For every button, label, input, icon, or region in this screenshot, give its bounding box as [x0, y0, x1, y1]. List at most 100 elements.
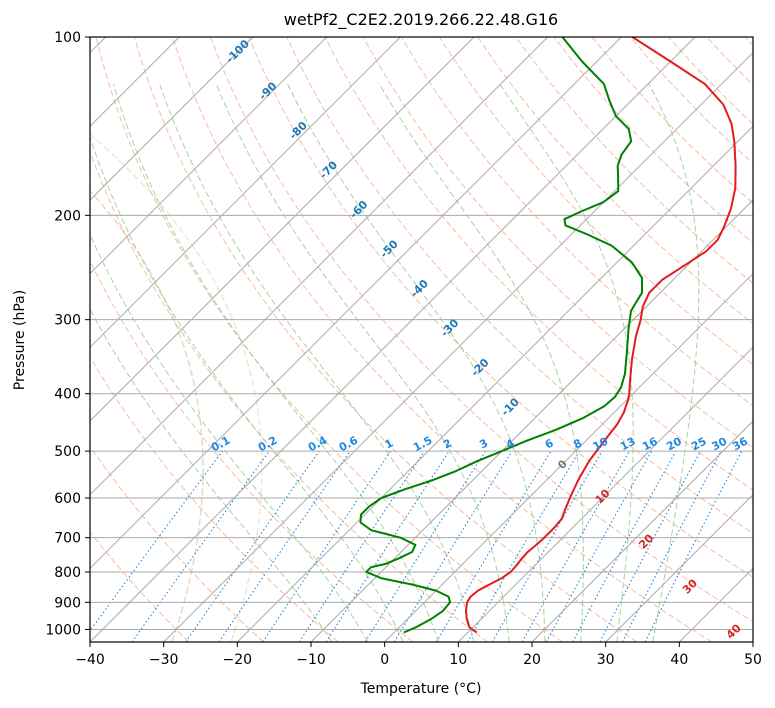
mixing-ratio-line	[572, 450, 677, 642]
isotherm-line	[90, 37, 696, 642]
dry-adiabat-label: -50	[378, 237, 401, 260]
dry-adiabat-line	[90, 445, 264, 642]
moist-adiabat-line	[90, 308, 333, 642]
dry-adiabat-line	[438, 37, 753, 366]
dry-adiabat-label: 10	[593, 486, 613, 506]
mixing-ratio-line	[644, 450, 743, 642]
mixing-ratio-line	[545, 450, 653, 642]
isotherm-line	[90, 37, 254, 201]
x-tick-label: −30	[149, 652, 179, 668]
mixing-ratio-label: 13	[618, 435, 638, 454]
moist-adiabat-line	[90, 135, 404, 642]
dry-adiabat-line	[210, 37, 753, 623]
mixing-ratio-label: 2	[441, 436, 454, 451]
mixing-ratio-label: 20	[664, 435, 684, 454]
y-tick-label: 800	[54, 565, 81, 581]
moist-adiabat-line	[159, 83, 475, 642]
x-tick-label: 10	[449, 652, 467, 668]
y-tick-label: 200	[54, 208, 81, 224]
dry-adiabat-line	[90, 356, 339, 642]
mixing-ratio-label: 10	[591, 435, 611, 454]
moist-adiabat-line	[499, 83, 634, 642]
isotherm-line	[236, 125, 753, 642]
y-tick-label: 700	[54, 531, 81, 547]
moist-adiabat-line	[112, 83, 439, 642]
y-tick-label: 900	[54, 595, 81, 611]
plot-frame	[89, 36, 754, 643]
isotherm-line	[678, 567, 753, 642]
moist-adiabat-line	[378, 83, 584, 642]
isotherm-line	[531, 420, 753, 642]
x-tick-label: 30	[597, 652, 615, 668]
x-tick-label: 20	[523, 652, 541, 668]
grid-lines	[90, 37, 753, 642]
dewpoint-profile-line	[359, 37, 643, 634]
y-axis-ticks: 1000 900 800 700 600 500 400 300 200 100	[45, 30, 90, 638]
dry-adiabat-line	[90, 531, 190, 642]
temperature-profile-line	[465, 37, 737, 634]
reference-curve-line	[90, 189, 204, 642]
dry-adiabat-line	[95, 37, 563, 642]
dry-adiabat-line	[248, 37, 753, 578]
dry-adiabat-label: -80	[287, 119, 310, 142]
y-tick-label: 1000	[45, 622, 81, 638]
mixing-ratio-line	[262, 450, 392, 642]
y-axis-label: Pressure (hPa)	[12, 290, 28, 390]
mixing-ratio-line	[325, 450, 450, 642]
moist-adiabat-line	[287, 83, 546, 642]
moist-adiabat-line	[648, 83, 700, 642]
isotherm-line	[310, 199, 753, 642]
dry-adiabat-label: -70	[317, 158, 340, 181]
moist-adiabat-line	[215, 83, 510, 642]
mixing-ratio-label: 16	[640, 435, 660, 454]
isotherm-line	[384, 272, 753, 642]
mixing-ratio-line	[185, 450, 320, 642]
x-tick-label: −10	[296, 652, 326, 668]
chart-title: wetPf2_C2E2.2019.266.22.48.G16	[284, 10, 558, 30]
y-tick-label: 600	[54, 491, 81, 507]
isotherm-line	[90, 37, 401, 349]
isotherm-line	[457, 346, 753, 642]
mixing-ratio-label: 3	[477, 436, 490, 451]
dry-adiabat-line	[706, 37, 753, 86]
isotherm-line	[90, 37, 549, 496]
y-tick-label: 100	[54, 30, 81, 46]
dry-adiabat-line	[515, 37, 753, 284]
x-tick-label: 50	[744, 652, 762, 668]
reference-curve-line	[90, 133, 263, 642]
x-tick-label: −20	[223, 652, 253, 668]
dry-adiabat-line	[591, 37, 753, 204]
y-tick-label: 300	[54, 313, 81, 329]
dry-adiabat-label: -20	[468, 356, 491, 379]
isotherm-line	[90, 37, 622, 570]
x-tick-label: 0	[380, 652, 389, 668]
isotherm-line	[605, 493, 753, 642]
isotherm-line	[90, 37, 328, 275]
mixing-ratio-line	[393, 450, 513, 642]
dry-adiabat-line	[90, 259, 414, 642]
dry-adiabat-label: 30	[680, 576, 700, 596]
background-guide-lines	[90, 37, 753, 642]
x-axis-ticks: −40 −30 −20 −10 0 10 20 30 40 50	[75, 642, 762, 668]
x-tick-label: 40	[670, 652, 688, 668]
mixing-ratio-line	[298, 450, 425, 642]
y-tick-label: 400	[54, 387, 81, 403]
isotherm-line	[163, 51, 753, 642]
isotherm-line	[90, 37, 475, 422]
mixing-ratio-line	[521, 450, 630, 642]
dry-adiabat-label: -10	[499, 395, 522, 418]
x-axis-label: Temperature (°C)	[360, 681, 482, 697]
mixing-ratio-line	[218, 450, 351, 642]
dry-adiabat-line	[668, 37, 753, 125]
dry-adiabat-line	[553, 37, 753, 244]
mixing-ratio-label: 36	[730, 435, 750, 454]
mixing-ratio-label: 6	[543, 436, 556, 451]
dry-adiabat-label: 40	[724, 621, 744, 641]
mixing-ratio-label: 25	[689, 435, 709, 454]
dry-adiabat-label: -40	[408, 277, 431, 300]
dry-adiabat-line	[90, 150, 488, 642]
mixing-ratio-label: 30	[710, 435, 730, 454]
y-tick-label: 500	[54, 444, 81, 460]
dry-adiabat-line	[133, 37, 638, 642]
